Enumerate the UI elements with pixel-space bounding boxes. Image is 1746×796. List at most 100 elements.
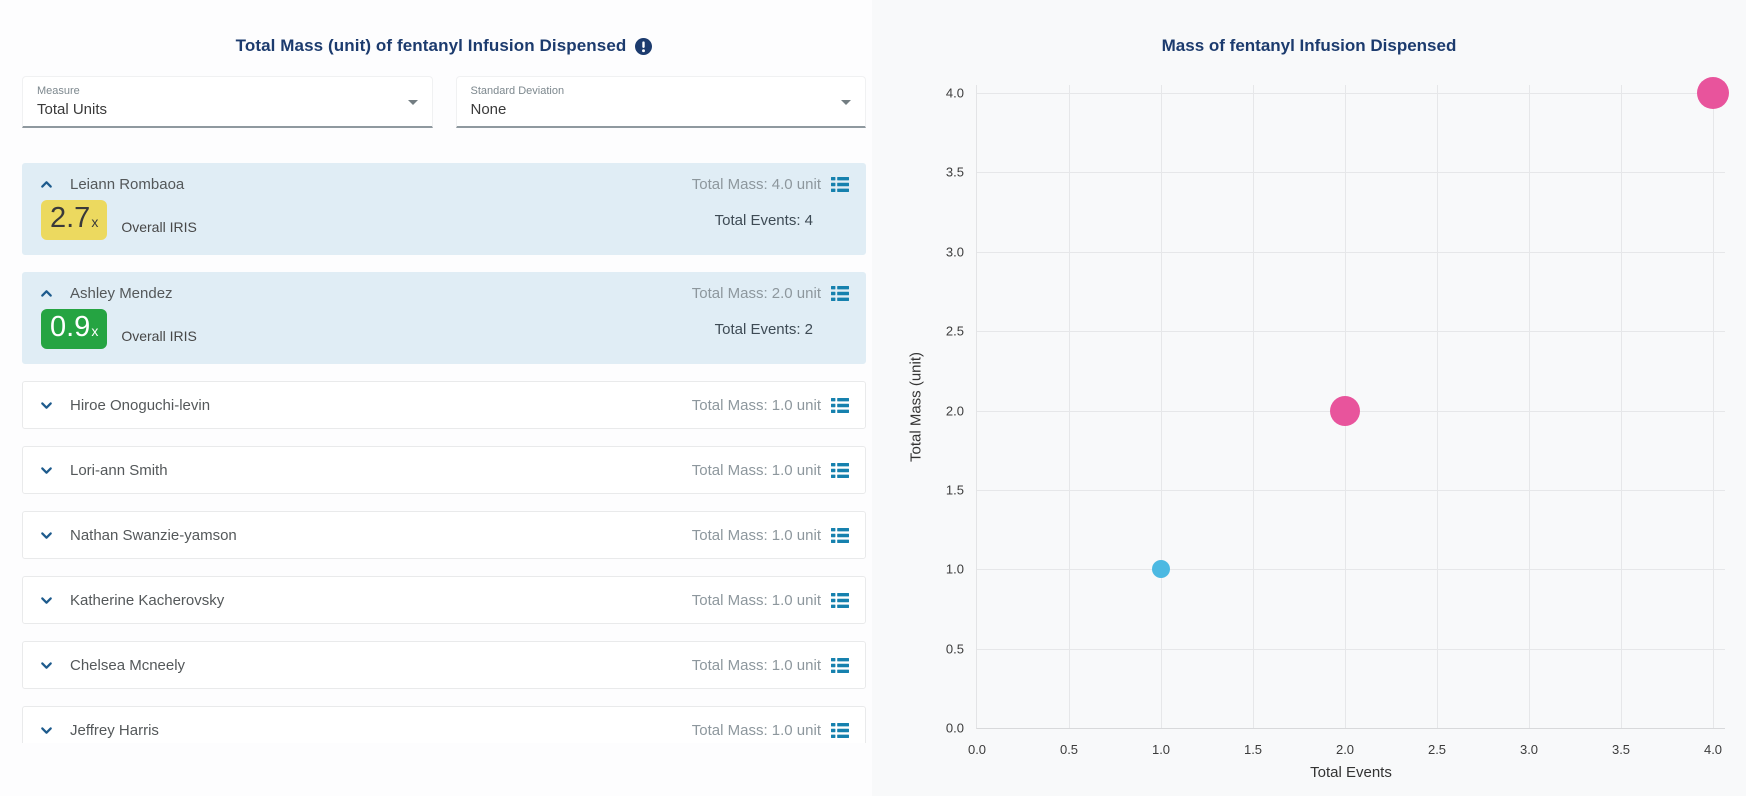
person-row[interactable]: Lori-ann Smith Total Mass: 1.0 unit [22,446,866,494]
person-name: Nathan Swanzie-yamson [70,526,237,544]
person-name: Chelsea Mcneely [70,656,186,674]
y-tick-label: 3.5 [945,164,964,180]
person-row[interactable]: Chelsea Mcneely Total Mass: 1.0 unit [22,641,866,689]
person-row[interactable]: Ashley Mendez Total Mass: 2.0 unit 0.9 x Ove… [22,272,866,364]
x-tick-label: 3.0 [1519,742,1539,757]
y-tick-label: 3.0 [945,244,964,260]
chevron-down-icon [407,99,418,105]
chart-panel: Mass of fentanyl Infusion Dispensed Tota… [872,0,1746,796]
total-mass-label: Total Mass: 1.0 unit [691,396,821,414]
gridline-vertical [1713,85,1714,728]
gridline-vertical [1161,85,1162,728]
measure-select-value: Total Units [37,101,108,118]
iris-badge-group: 0.9 x Overall IRIS [41,309,197,349]
iris-multiplier-badge: 2.7 x [41,200,108,240]
gridline-vertical [1437,85,1438,728]
iris-multiplier-badge: 0.9 x [41,309,108,349]
iris-value: 2.7 [50,202,91,234]
scatter-plot[interactable]: Total Mass (unit) Total Events 0.0 0.5 1.0… [908,77,1729,781]
iris-label: Overall IRIS [121,219,197,235]
iris-label: Overall IRIS [121,328,197,344]
person-name: Katherine Kacherovsky [70,591,225,609]
person-row[interactable]: Katherine Kacherovsky Total Mass: 1.0 uni… [22,576,866,624]
page-title: Total Mass (unit) of fentanyl Infusion D… [235,36,627,55]
person-list: Leiann Rombaoa Total Mass: 4.0 unit 2.7 x Ov… [22,163,866,743]
total-mass-label: Total Mass: 1.0 unit [691,591,821,609]
data-point[interactable] [1697,77,1729,109]
iris-badge-group: 2.7 x Overall IRIS [41,200,197,240]
total-mass-label: Total Mass: 1.0 unit [691,461,821,479]
total-mass-label: Total Mass: 2.0 unit [691,285,821,302]
y-tick-label: 0.0 [945,720,964,736]
gridline-horizontal [977,93,1725,94]
gridline-horizontal [977,489,1725,491]
standard-deviation-select[interactable]: Standard Deviation None [455,76,866,128]
grid-list-icon[interactable] [831,657,849,673]
person-row[interactable]: Leiann Rombaoa Total Mass: 4.0 unit 2.7 x Ov… [22,163,866,255]
grid-list-icon[interactable] [831,527,849,543]
gridline-vertical [1069,85,1070,728]
data-point[interactable] [1152,560,1170,579]
total-mass-label: Total Mass: 4.0 unit [691,176,821,193]
measure-select[interactable]: Measure Total Units [22,76,433,128]
person-row[interactable]: Nathan Swanzie-yamson Total Mass: 1.0 uni… [22,511,866,559]
person-row[interactable]: Hiroe Onoguchi-levin Total Mass: 1.0 unit [22,381,866,429]
grid-list-icon[interactable] [831,462,849,478]
grid-list-icon[interactable] [831,397,849,413]
chevron-down-icon[interactable] [39,723,55,738]
total-mass-label: Total Mass: 1.0 unit [691,526,821,544]
gridline-vertical [1621,85,1622,728]
x-tick-label: 1.0 [1151,742,1171,757]
gridline-vertical [1529,85,1530,728]
iris-suffix: x [91,323,99,339]
filter-row: Measure Total Units Standard Deviation N… [22,76,866,128]
person-name: Lori-ann Smith [70,461,168,479]
iris-suffix: x [91,214,99,230]
y-tick-label: 1.0 [945,561,964,577]
y-tick-label: 2.5 [945,323,964,339]
chart-title: Mass of fentanyl Infusion Dispensed [1161,36,1457,55]
person-name: Leiann Rombaoa [70,176,185,193]
standard-deviation-select-label: Standard Deviation [470,85,565,97]
grid-list-icon[interactable] [831,177,849,192]
y-tick-label: 4.0 [945,85,964,101]
gridline-vertical [1253,85,1254,728]
x-tick-label: 2.5 [1427,742,1447,757]
chevron-up-icon[interactable] [39,177,55,192]
chevron-down-icon[interactable] [39,658,55,673]
chevron-down-icon[interactable] [39,528,55,543]
gridline-horizontal [977,172,1725,174]
left-panel: Total Mass (unit) of fentanyl Infusion D… [22,0,866,796]
person-row[interactable]: Jeffrey Harris Total Mass: 1.0 unit [22,706,866,743]
data-point[interactable] [1330,395,1360,426]
grid-list-icon[interactable] [831,286,849,301]
person-name: Ashley Mendez [70,285,173,302]
x-axis-label: Total Events [1310,764,1392,781]
chevron-up-icon[interactable] [39,286,55,301]
chevron-down-icon [841,99,851,105]
person-name: Jeffrey Harris [70,721,159,739]
standard-deviation-select-value: None [470,101,507,118]
x-tick-label: 0.5 [1059,742,1079,757]
gridline-horizontal [977,648,1725,650]
gridline-horizontal [977,569,1725,571]
x-tick-label: 0.0 [967,742,987,757]
total-mass-label: Total Mass: 1.0 unit [691,721,821,739]
grid-list-icon[interactable] [831,722,849,738]
measure-select-label: Measure [37,85,80,97]
chevron-down-icon[interactable] [39,593,55,608]
gridline-horizontal [977,251,1725,253]
iris-value: 0.9 [50,311,91,343]
info-icon[interactable] [635,37,653,55]
total-events-label: Total Events: 2 [714,320,813,338]
chevron-down-icon[interactable] [39,398,55,413]
x-tick-label: 1.5 [1243,742,1263,757]
person-name: Hiroe Onoguchi-levin [70,396,211,414]
x-tick-label: 3.5 [1611,742,1631,757]
chevron-down-icon[interactable] [39,463,55,478]
gridline-horizontal [977,331,1725,333]
x-tick-label: 2.0 [1335,742,1355,757]
y-tick-label: 0.5 [945,641,964,657]
total-events-label: Total Events: 4 [714,211,813,229]
grid-list-icon[interactable] [831,592,849,608]
